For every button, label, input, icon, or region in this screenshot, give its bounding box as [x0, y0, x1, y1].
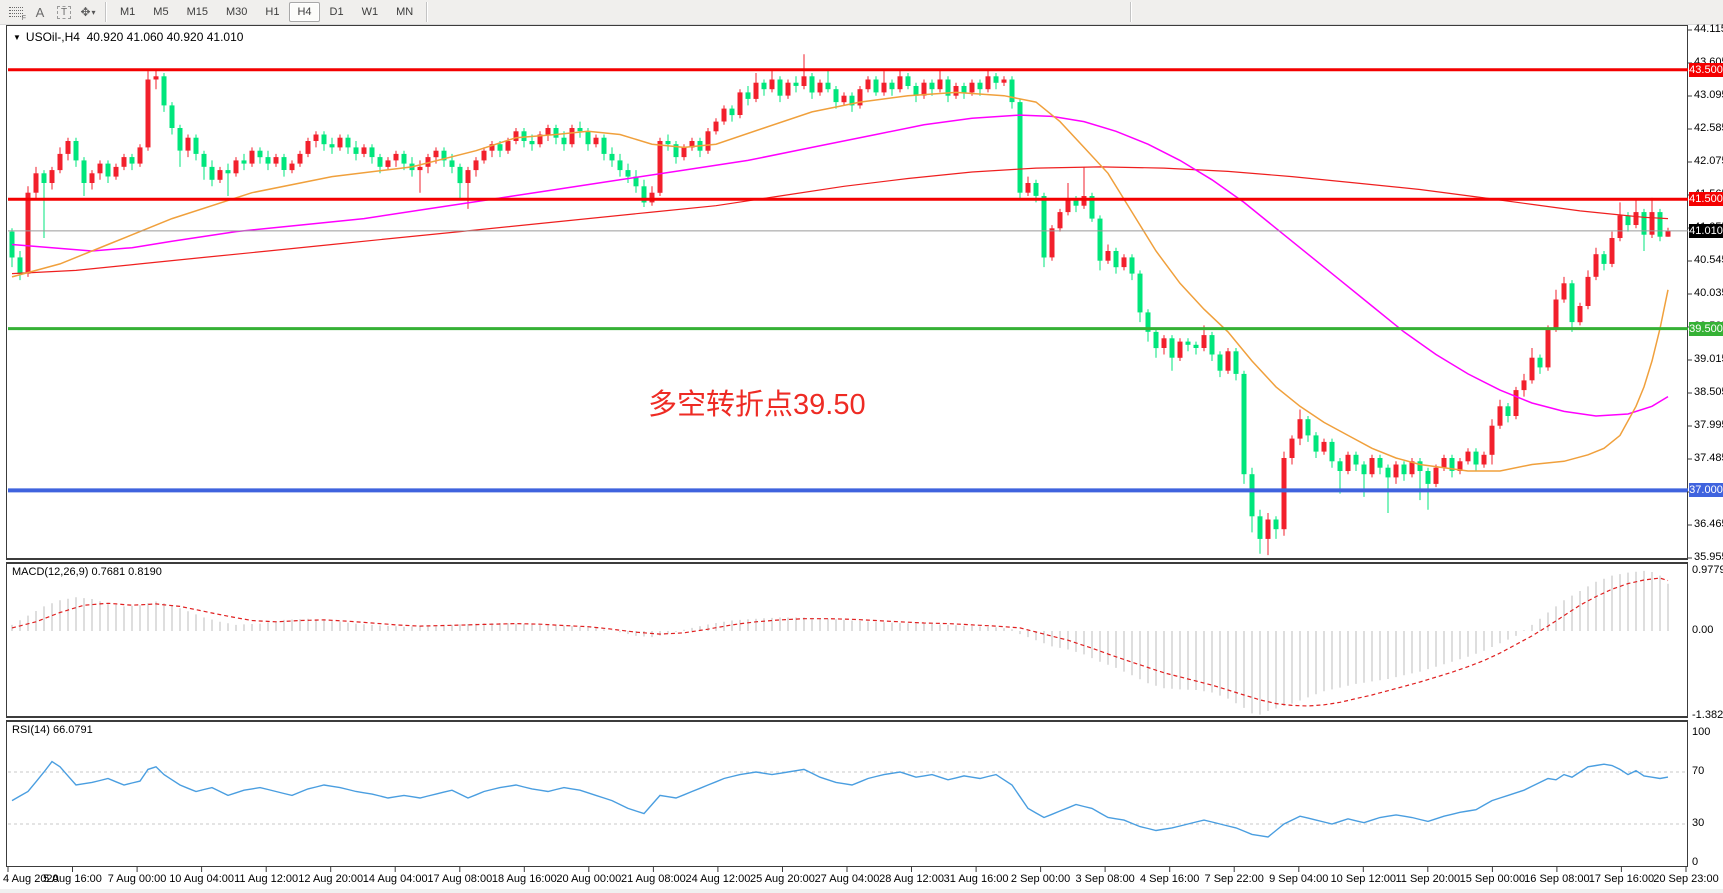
chart-text-annotation[interactable]: 多空转折点39.50: [648, 389, 866, 421]
price-tick-label: 44.115: [1694, 23, 1723, 35]
date-tick-label: 14 Aug 04:00: [362, 873, 428, 885]
timeframe-buttons-group: M1 M5 M15 M30 H1 H4 D1 W1 MN: [112, 2, 421, 22]
date-tick-label: 17 Sep 16:00: [1588, 873, 1655, 885]
date-tick-label: 16 Sep 08:00: [1524, 873, 1590, 885]
date-tick-label: 12 Aug 20:00: [298, 873, 364, 885]
date-tick-label: 7 Aug 00:00: [107, 873, 167, 885]
date-tick-label: 31 Aug 16:00: [943, 873, 1009, 885]
toolbar-separator: [105, 2, 107, 22]
date-tick-label: 28 Aug 12:00: [879, 873, 944, 885]
rsi-tick-label: 0: [1692, 856, 1699, 868]
panel-splitter[interactable]: [6, 559, 1688, 563]
date-tick-label: 20 Sep 23:00: [1653, 873, 1719, 885]
date-tick-label: 25 Aug 20:00: [750, 873, 815, 885]
timeframe-button-w1[interactable]: W1: [361, 6, 379, 18]
price-tick-label: 35.955: [1694, 551, 1723, 563]
date-tick-label: 11 Aug 12:00: [234, 873, 299, 885]
price-tick-label: 36.465: [1694, 518, 1723, 530]
date-axis-ticks: [7, 867, 1687, 872]
current-price-label: 41.010: [1689, 223, 1723, 238]
timeframe-button-h1[interactable]: H1: [265, 6, 280, 18]
level-price-label: 43.500: [1689, 62, 1723, 77]
level-price-label: 37.000: [1689, 483, 1723, 498]
date-tick-label: 10 Aug 04:00: [169, 873, 235, 885]
price-tick-label: 43.095: [1694, 89, 1723, 101]
text-box-icon[interactable]: T: [52, 3, 76, 22]
price-tick-label: 39.015: [1694, 353, 1723, 365]
fibonacci-retracement-icon[interactable]: F: [4, 3, 28, 22]
chart-title[interactable]: ▼ USOil-,H4 40.920 41.060 40.920 41.010: [13, 30, 243, 44]
chart-symbol-label: USOil-,H4: [25, 30, 80, 44]
macd-tick-label: -1.382: [1692, 708, 1723, 721]
panel-splitter[interactable]: [6, 717, 1688, 721]
price-tick-label: 42.075: [1694, 155, 1723, 167]
rsi-tick-label: 30: [1692, 817, 1705, 829]
chart-ohlc-values: 40.920 41.060 40.920 41.010: [86, 30, 244, 44]
macd-values: 0.7681 0.8190: [91, 566, 162, 578]
date-tick-label: 7 Sep 22:00: [1204, 873, 1264, 885]
price-tick-label: 38.505: [1694, 386, 1723, 398]
price-tick-label: 42.585: [1694, 122, 1723, 134]
macd-panel[interactable]: [6, 563, 1688, 717]
macd-indicator-label: MACD(12,26,9) 0.7681 0.8190: [12, 566, 162, 578]
date-tick-label: 5 Aug 16:00: [43, 873, 102, 885]
macd-tick-label: 0.9779: [1692, 563, 1723, 576]
timeframe-button-m30[interactable]: M30: [225, 6, 248, 18]
date-tick-label: 4 Sep 16:00: [1140, 873, 1200, 885]
date-tick-label: 9 Sep 04:00: [1269, 873, 1329, 885]
rsi-panel[interactable]: [6, 721, 1688, 867]
price-tick-label: 37.485: [1694, 452, 1723, 464]
macd-tick-label: 0.00: [1692, 624, 1714, 636]
drawing-tools-group: F A T ✥ ▾: [0, 3, 100, 22]
rsi-tick-label: 100: [1692, 726, 1711, 738]
timeframe-button-m15[interactable]: M15: [186, 6, 208, 18]
date-tick-label: 18 Aug 16:00: [491, 873, 557, 885]
date-tick-label: 4 Aug 2020: [3, 873, 59, 885]
date-tick-label: 10 Sep 12:00: [1330, 873, 1397, 885]
date-tick-label: 27 Aug 04:00: [814, 873, 880, 885]
rsi-tick-label: 70: [1692, 765, 1705, 777]
timeframe-button-d1[interactable]: D1: [329, 6, 344, 18]
arrow-tools-icon[interactable]: ✥ ▾: [80, 5, 96, 19]
window-bottom-edge: [0, 889, 1723, 893]
date-tick-label: 15 Sep 00:00: [1459, 873, 1526, 885]
chevron-down-icon[interactable]: ▼: [13, 33, 21, 42]
rsi-indicator-label: RSI(14) 66.0791: [12, 724, 93, 736]
level-price-label: 41.500: [1689, 192, 1723, 207]
timeframe-button-m5[interactable]: M5: [153, 6, 169, 18]
price-tick-label: 40.035: [1694, 287, 1723, 299]
date-tick-label: 2 Sep 00:00: [1010, 873, 1071, 885]
macd-name: MACD(12,26,9): [12, 566, 89, 578]
date-tick-label: 11 Sep 20:00: [1395, 873, 1461, 885]
price-chart-panel[interactable]: [6, 25, 1688, 559]
level-price-label: 39.500: [1689, 321, 1723, 336]
date-tick-label: 17 Aug 08:00: [427, 873, 493, 885]
toolbar: F A T ✥ ▾ M1 M5 M15 M30 H1 H4 D1 W1 MN: [0, 0, 1723, 25]
date-tick-label: 24 Aug 12:00: [685, 873, 751, 885]
timeframe-button-m1[interactable]: M1: [120, 6, 136, 18]
text-label-icon[interactable]: A: [35, 4, 45, 20]
toolbar-separator: [426, 2, 429, 22]
toolbar-separator: [1130, 2, 1132, 22]
date-tick-label: 21 Aug 08:00: [620, 873, 686, 885]
date-tick-label: 3 Sep 08:00: [1075, 873, 1135, 885]
price-tick-label: 37.995: [1694, 419, 1723, 431]
date-tick-label: 20 Aug 00:00: [556, 873, 622, 885]
price-tick-label: 40.545: [1694, 254, 1723, 266]
timeframe-button-mn[interactable]: MN: [396, 6, 414, 18]
timeframe-button-h4[interactable]: H4: [289, 2, 320, 22]
